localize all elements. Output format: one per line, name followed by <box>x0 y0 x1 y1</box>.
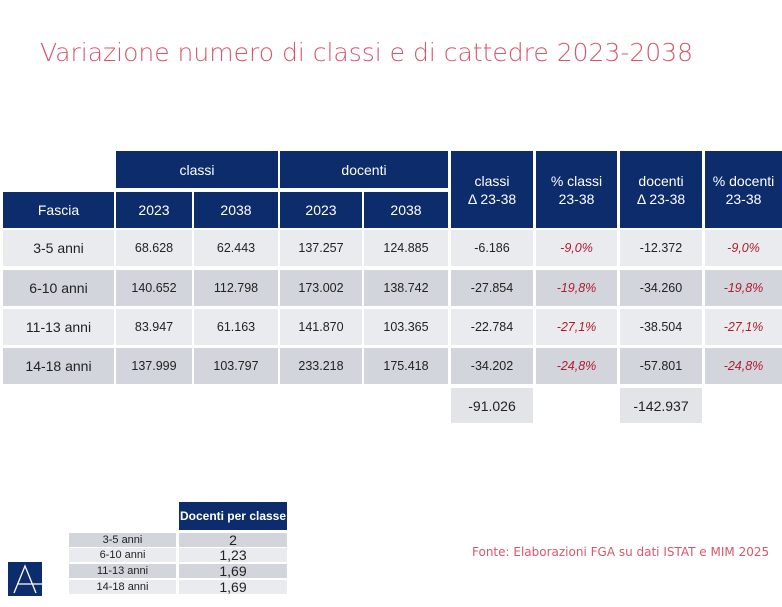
source-note: Fonte: Elaborazioni FGA su dati ISTAT e … <box>472 545 770 559</box>
table-cell: 173.002 <box>280 270 362 306</box>
table-cell: -12.372 <box>620 230 702 266</box>
table-cell: -27.854 <box>451 270 533 306</box>
ratio-value: 1,69 <box>179 579 287 595</box>
table-cell: 233.218 <box>280 348 362 384</box>
delta-header-line: % classi <box>550 172 603 189</box>
row-label: 6-10 anni <box>3 270 114 306</box>
table-cell: -24,8% <box>705 348 782 384</box>
header-1: 2023 <box>116 192 192 228</box>
table-cell: 140.652 <box>116 270 192 306</box>
table-cell: 141.870 <box>280 309 362 345</box>
row-label: 11-13 anni <box>3 309 114 345</box>
table-cell: -24,8% <box>536 348 617 384</box>
table-cell: 175.418 <box>364 348 448 384</box>
header-2: 2038 <box>194 192 278 228</box>
delta-header-0: classi Δ 23-38 <box>451 151 533 228</box>
ratio-label: 14-18 anni <box>69 580 176 594</box>
table-cell: 61.163 <box>194 309 278 345</box>
delta-header-1: % classi 23-38 <box>536 151 617 228</box>
delta-header-3: % docenti 23-38 <box>705 151 782 228</box>
delta-header-line: docenti <box>638 172 684 189</box>
table-cell: -27,1% <box>705 309 782 345</box>
table-cell: -57.801 <box>620 348 702 384</box>
table-cell: 103.365 <box>364 309 448 345</box>
delta-header-line: classi <box>474 172 510 189</box>
table-cell: -9,0% <box>705 230 782 266</box>
table-cell: -38.504 <box>620 309 702 345</box>
table-cell: 138.742 <box>364 270 448 306</box>
table-cell: 137.999 <box>116 348 192 384</box>
page-title: Variazione numero di classi e di cattedr… <box>40 38 694 67</box>
ratio-value: 1,69 <box>179 563 287 579</box>
table-cell: 103.797 <box>194 348 278 384</box>
table-cell: 137.257 <box>280 230 362 266</box>
ratio-label: 3-5 anni <box>69 533 176 547</box>
total-classi: -91.026 <box>451 388 533 423</box>
table-cell: -22.784 <box>451 309 533 345</box>
total-docenti: -142.937 <box>620 388 702 423</box>
delta-header-line: 23-38 <box>558 190 595 207</box>
delta-header-2: docenti Δ 23-38 <box>620 151 702 228</box>
header-0: Fascia <box>3 192 114 228</box>
table-cell: 62.443 <box>194 230 278 266</box>
table-cell: -34.202 <box>451 348 533 384</box>
table-cell: 83.947 <box>116 309 192 345</box>
ratio-value: 1,23 <box>179 547 287 563</box>
table-cell: 68.628 <box>116 230 192 266</box>
table-cell: -19,8% <box>536 270 617 306</box>
logo <box>8 562 42 596</box>
delta-header-line: % docenti <box>712 172 775 189</box>
table-cell: -19,8% <box>705 270 782 306</box>
ratio-label: 11-13 anni <box>69 564 176 578</box>
header-3: 2023 <box>280 192 362 228</box>
row-label: 3-5 anni <box>3 230 114 266</box>
table-cell: -34.260 <box>620 270 702 306</box>
delta-header-line: Δ 23-38 <box>636 190 686 207</box>
table-cell: -9,0% <box>536 230 617 266</box>
delta-header-line: Δ 23-38 <box>467 190 517 207</box>
logo-a-icon <box>13 564 42 594</box>
table-cell: -27,1% <box>536 309 617 345</box>
table-cell: 112.798 <box>194 270 278 306</box>
ratio-label: 6-10 anni <box>69 548 176 562</box>
header-classi: classi <box>116 151 278 188</box>
header-docenti: docenti <box>280 151 448 188</box>
ratio-value: 2 <box>179 532 287 548</box>
delta-header-line: 23-38 <box>725 190 762 207</box>
header-4: 2038 <box>364 192 448 228</box>
table-cell: -6.186 <box>451 230 533 266</box>
ratio-header: Docenti per classe <box>179 502 287 530</box>
row-label: 14-18 anni <box>3 348 114 384</box>
table-cell: 124.885 <box>364 230 448 266</box>
